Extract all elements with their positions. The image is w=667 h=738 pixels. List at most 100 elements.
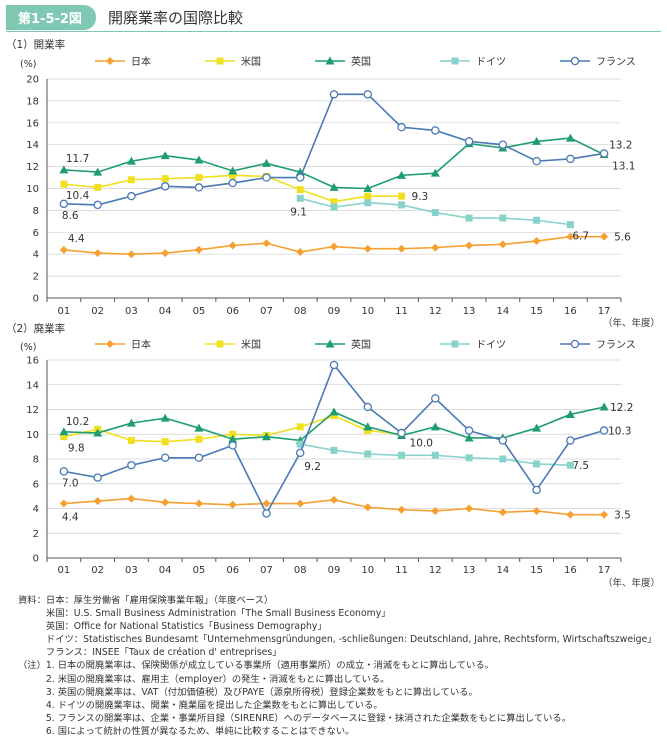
x-tick-label: 08 bbox=[294, 306, 307, 317]
series-ドイツ-point bbox=[398, 451, 406, 459]
figure-header: 第1-5-2図 開廃業率の国際比較 bbox=[6, 4, 243, 30]
series-フランス-point bbox=[397, 428, 406, 438]
series-日本-point bbox=[431, 243, 440, 252]
series-米国-point bbox=[94, 183, 102, 191]
data-label: 10.3 bbox=[608, 426, 631, 438]
series-日本-point bbox=[397, 505, 406, 514]
series-フランス-point bbox=[127, 191, 136, 201]
x-tick-label: 05 bbox=[193, 565, 206, 576]
x-tick-label: 08 bbox=[294, 565, 307, 576]
y-unit-label: (%) bbox=[20, 59, 36, 70]
series-ドイツ-point bbox=[330, 446, 338, 454]
series-フランス-point bbox=[228, 178, 237, 188]
series-日本-point bbox=[262, 499, 271, 508]
series-英国-point bbox=[228, 434, 238, 443]
series-英国-point bbox=[565, 133, 575, 142]
y-tick-label: 8 bbox=[33, 455, 39, 466]
series-日本-point bbox=[296, 248, 305, 257]
series-米国-point bbox=[364, 192, 372, 200]
data-label: 8.6 bbox=[62, 210, 79, 222]
legend-label: ドイツ bbox=[476, 57, 506, 68]
series-フランス-line bbox=[63, 363, 605, 516]
series-英国-point bbox=[228, 166, 238, 175]
series-日本-point bbox=[566, 510, 575, 519]
series-ドイツ-point bbox=[465, 454, 473, 462]
series-フランス-point bbox=[194, 183, 204, 192]
x-tick-label: 06 bbox=[226, 306, 239, 317]
series-英国-point bbox=[126, 418, 136, 427]
series-フランス-point bbox=[599, 426, 609, 435]
x-tick-label: 11 bbox=[395, 565, 408, 576]
y-tick-label: 14 bbox=[26, 380, 39, 391]
legend-swatch-point bbox=[451, 57, 459, 65]
series-フランス-point bbox=[93, 200, 102, 210]
series-フランス-point bbox=[498, 436, 508, 445]
series-フランス-point bbox=[498, 140, 508, 149]
series-米国-point bbox=[229, 430, 237, 438]
x-tick-label: 09 bbox=[328, 565, 341, 576]
series-英国-point bbox=[93, 167, 103, 176]
x-unit-label: （年、年度） bbox=[603, 577, 660, 589]
y-tick-label: 16 bbox=[26, 356, 39, 367]
series-英国-point bbox=[329, 407, 339, 416]
series-日本-point bbox=[262, 239, 271, 248]
series-英国-point bbox=[397, 170, 407, 179]
series-フランス-point bbox=[363, 90, 373, 99]
legend-label: 米国 bbox=[241, 338, 261, 351]
x-tick-label: 01 bbox=[58, 565, 71, 576]
series-フランス-point bbox=[599, 149, 609, 158]
series-米国-point bbox=[229, 171, 237, 179]
series-日本-point bbox=[566, 232, 575, 241]
y-tick-label: 20 bbox=[26, 75, 39, 86]
series-英国-point bbox=[363, 422, 373, 431]
series-フランス-point bbox=[329, 90, 339, 99]
y-tick-label: 2 bbox=[33, 529, 39, 540]
series-英国-point bbox=[59, 427, 69, 436]
series-ドイツ-point bbox=[566, 461, 574, 469]
series-フランス-point bbox=[464, 426, 474, 435]
x-tick-label: 17 bbox=[598, 306, 611, 317]
note-line: 2. 米国の開廃業率は、雇用主（employer）の発生・消滅をもとに算出してい… bbox=[18, 673, 390, 685]
series-ドイツ-point bbox=[330, 203, 338, 211]
series-フランス-point bbox=[464, 137, 474, 146]
data-label: 13.2 bbox=[609, 139, 632, 151]
data-label: 10.4 bbox=[66, 190, 90, 202]
x-tick-label: 10 bbox=[361, 306, 374, 317]
x-tick-label: 02 bbox=[91, 306, 104, 317]
series-ドイツ-point bbox=[465, 214, 473, 222]
y-tick-label: 18 bbox=[26, 96, 39, 107]
series-フランス-point bbox=[532, 156, 541, 166]
series-米国-point bbox=[195, 174, 203, 182]
series-フランス-point bbox=[566, 154, 575, 164]
x-tick-label: 05 bbox=[193, 306, 206, 317]
series-ドイツ-point bbox=[364, 450, 372, 458]
series-フランス-point bbox=[160, 182, 170, 191]
series-英国-point bbox=[430, 168, 440, 177]
data-label: 9.1 bbox=[290, 206, 307, 218]
series-日本-point bbox=[296, 499, 305, 508]
legend-swatch-point bbox=[216, 57, 224, 65]
x-tick-label: 14 bbox=[496, 565, 509, 576]
series-日本-point bbox=[93, 497, 102, 506]
legend-label: ドイツ bbox=[476, 340, 506, 351]
x-tick-label: 06 bbox=[226, 565, 239, 576]
y-tick-label: 4 bbox=[33, 250, 39, 261]
series-米国-point bbox=[60, 180, 68, 188]
data-label: 10.2 bbox=[66, 416, 89, 428]
x-tick-label: 02 bbox=[91, 565, 104, 576]
x-unit-label: （年、年度） bbox=[603, 317, 660, 328]
series-日本-point bbox=[465, 504, 474, 513]
x-tick-label: 01 bbox=[58, 306, 71, 317]
series-英国-point bbox=[599, 402, 609, 411]
series-日本-point bbox=[431, 506, 440, 515]
series-米国-point bbox=[296, 186, 304, 194]
series-米国-point bbox=[398, 192, 406, 200]
y-tick-label: 12 bbox=[26, 162, 39, 173]
data-label: 7.5 bbox=[572, 460, 589, 472]
series-ドイツ-point bbox=[431, 209, 439, 217]
data-label: 4.4 bbox=[62, 512, 79, 524]
data-label: 9.3 bbox=[412, 191, 429, 203]
x-tick-label: 13 bbox=[463, 306, 476, 317]
series-米国-point bbox=[364, 427, 372, 435]
note-line: 6. 国によって統計の性質が異なるため、単純に比較することはできない。 bbox=[18, 725, 355, 737]
